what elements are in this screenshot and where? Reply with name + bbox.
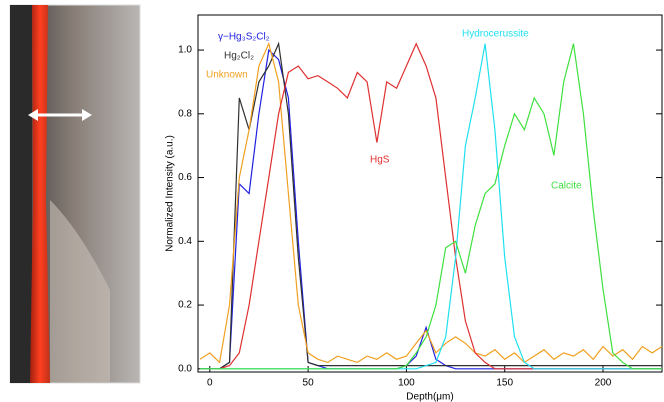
series-label: γ−Hg₃S₂Cl₂ [218,32,270,43]
photo-region [50,200,110,383]
series-label: Hydrocerussite [462,29,529,40]
y-tick-label: 0.2 [178,300,192,311]
y-tick-label: 0.0 [178,363,192,374]
series-label: Hg₂Cl₂ [224,51,254,62]
series-line [199,41,663,364]
series-line [200,43,662,370]
x-tick-label: 100 [398,378,415,389]
x-tick-label: 50 [303,378,315,389]
plot-frame [197,14,663,373]
series-line [200,41,662,370]
x-axis-label: Depth(μm) [406,392,453,402]
series-label: HgS [370,155,390,166]
y-axis-label: Normalized Intensity (a.u.) [165,135,176,252]
series-label: Unknown [206,70,248,81]
chart: 0.0 0.2 0.4 0.6 0.8 1.0 0 50 100 150 200 Depth(μm) N… [165,14,663,402]
y-tick-label: 0.4 [178,236,192,247]
sample-photo [9,4,141,384]
x-tick-label: 150 [496,378,513,389]
x-tick-label: 200 [595,378,612,389]
y-tick-label: 0.6 [178,172,192,183]
series-label: Calcite [551,181,582,192]
x-tick-label: 0 [207,378,213,389]
y-tick-label: 0.8 [178,108,192,119]
y-tick-label: 1.0 [178,45,192,56]
photo-edge [10,5,32,383]
red-layer [30,5,50,383]
